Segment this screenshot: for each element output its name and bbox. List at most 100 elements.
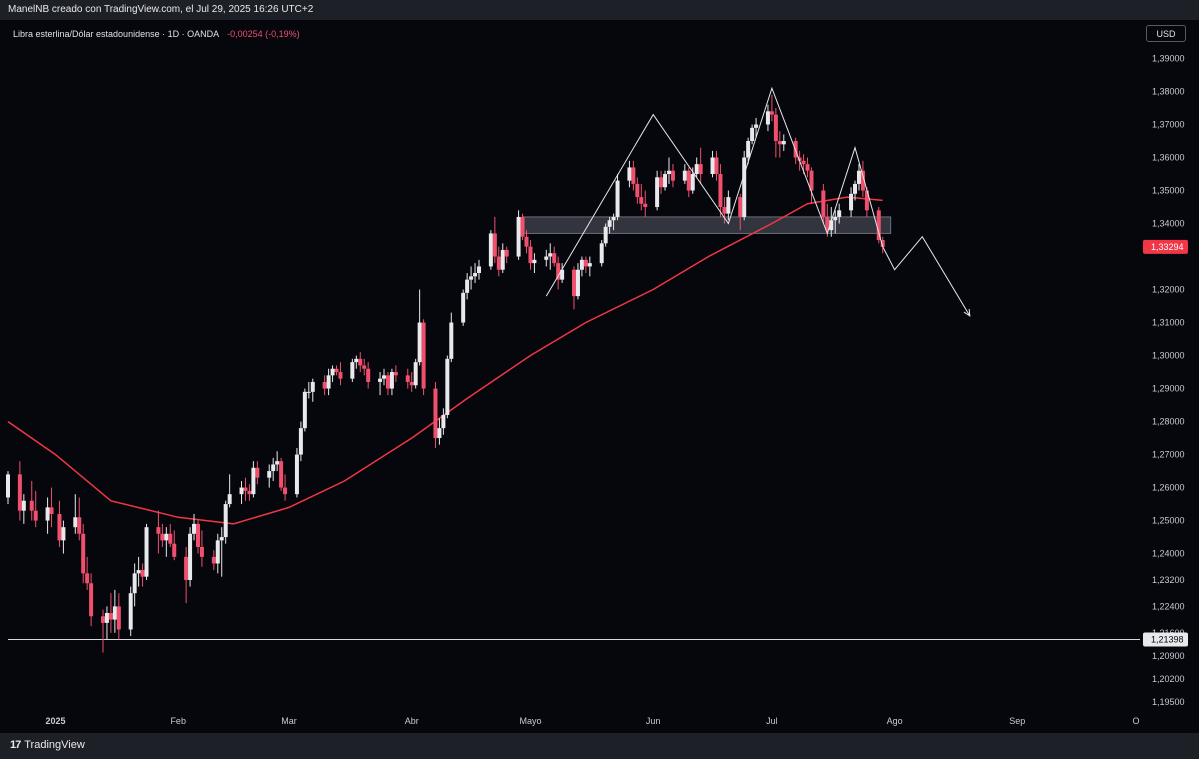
candle-up: [465, 279, 470, 293]
candle-down: [409, 381, 414, 386]
y-tick-label: 1,24000: [1152, 549, 1185, 559]
y-tick-label: 1,27000: [1152, 450, 1185, 460]
candle-up: [587, 263, 592, 267]
candle-down: [635, 183, 640, 198]
candle-down: [722, 207, 727, 214]
candle-down: [773, 114, 778, 142]
candle-down: [809, 170, 814, 191]
candle-up: [837, 210, 842, 217]
candle-down: [243, 487, 248, 491]
candle-down: [738, 197, 743, 217]
candle-up: [6, 474, 10, 498]
candle-up: [330, 368, 335, 376]
candle-down: [29, 500, 34, 511]
candle-up: [144, 527, 149, 577]
candle-down: [860, 170, 865, 191]
candle-down: [385, 375, 390, 389]
candle-down: [140, 570, 145, 577]
candle-up: [192, 523, 197, 534]
candle-up: [516, 216, 521, 257]
moving-average-line: [7, 196, 883, 525]
candle-down: [108, 612, 113, 620]
x-tick-label: 2025: [45, 716, 65, 726]
y-tick-label: 1,20900: [1152, 651, 1185, 661]
candle-up: [548, 253, 553, 257]
candle-down: [393, 372, 398, 376]
candle-up: [326, 375, 331, 389]
candle-up: [294, 454, 299, 495]
candle-up: [829, 220, 834, 231]
candle-down: [805, 164, 810, 171]
arrow-head: [963, 308, 971, 317]
candle-up: [655, 177, 660, 208]
x-tick-label: Jul: [766, 716, 778, 726]
candle-down: [49, 507, 54, 514]
candle-up: [856, 170, 861, 184]
candle-up: [682, 170, 687, 181]
candle-down: [81, 533, 86, 574]
candle-down: [492, 233, 497, 257]
candle-up: [765, 111, 770, 125]
y-tick-label: 1,23200: [1152, 575, 1185, 585]
pattern-line-2: [882, 235, 971, 317]
currency-button[interactable]: USD: [1146, 25, 1186, 42]
candle-up: [473, 273, 478, 277]
x-tick-label: Sep: [1009, 716, 1025, 726]
candle-up: [853, 183, 858, 194]
candle-down: [322, 381, 327, 389]
last-price-label: 1,33294: [1151, 242, 1184, 252]
level-price-label: 1,21398: [1151, 634, 1184, 644]
x-tick-label: O: [1133, 716, 1140, 726]
candle-up: [544, 256, 549, 260]
candle-down: [366, 368, 371, 382]
candle-up: [21, 500, 26, 511]
candle-up: [441, 414, 446, 429]
candle-down: [825, 216, 830, 231]
candle-down: [639, 197, 644, 204]
candle-up: [754, 124, 759, 128]
candle-down: [172, 543, 177, 557]
candle-up: [694, 164, 699, 175]
candle-up: [488, 233, 493, 267]
chart-area[interactable]: [0, 20, 1199, 733]
candle-down: [17, 474, 22, 511]
y-tick-label: 1,26000: [1152, 483, 1185, 493]
candle-up: [61, 527, 66, 541]
candle-down: [184, 556, 189, 580]
tradingview-logo[interactable]: 17 TradingView: [10, 739, 85, 751]
y-tick-label: 1,19500: [1152, 697, 1185, 707]
y-tick-label: 1,22400: [1152, 601, 1185, 611]
candle-up: [164, 533, 169, 541]
y-tick-label: 1,36000: [1152, 153, 1185, 163]
candle-up: [389, 372, 394, 389]
chart-title: Libra esterlina/Dólar estadounidense · 1…: [13, 29, 219, 39]
candle-up: [298, 428, 303, 455]
candle-down: [89, 583, 94, 617]
candle-down: [85, 573, 90, 584]
candle-up: [382, 375, 387, 379]
candle-up: [271, 464, 276, 472]
candle-down: [670, 170, 675, 181]
candle-down: [195, 523, 200, 547]
candle-up: [449, 322, 454, 359]
footer-bar: [0, 733, 1199, 759]
candle-down: [777, 141, 782, 145]
candle-down: [338, 372, 343, 379]
candle-down: [156, 527, 161, 534]
candle-up: [603, 226, 608, 244]
candle-down: [168, 533, 173, 544]
candle-up: [354, 358, 359, 363]
candle-up: [251, 467, 256, 495]
candle-down: [57, 513, 62, 541]
candle-down: [100, 616, 105, 623]
y-tick-label: 1,25000: [1152, 516, 1185, 526]
candle-down: [160, 533, 165, 541]
candle-up: [726, 197, 731, 214]
candle-up: [599, 243, 604, 264]
candle-up: [666, 170, 671, 175]
change-label: -0,00254 (-0,19%): [227, 29, 300, 39]
candle-up: [477, 266, 482, 274]
candle-up: [188, 533, 193, 580]
candle-down: [247, 490, 252, 495]
